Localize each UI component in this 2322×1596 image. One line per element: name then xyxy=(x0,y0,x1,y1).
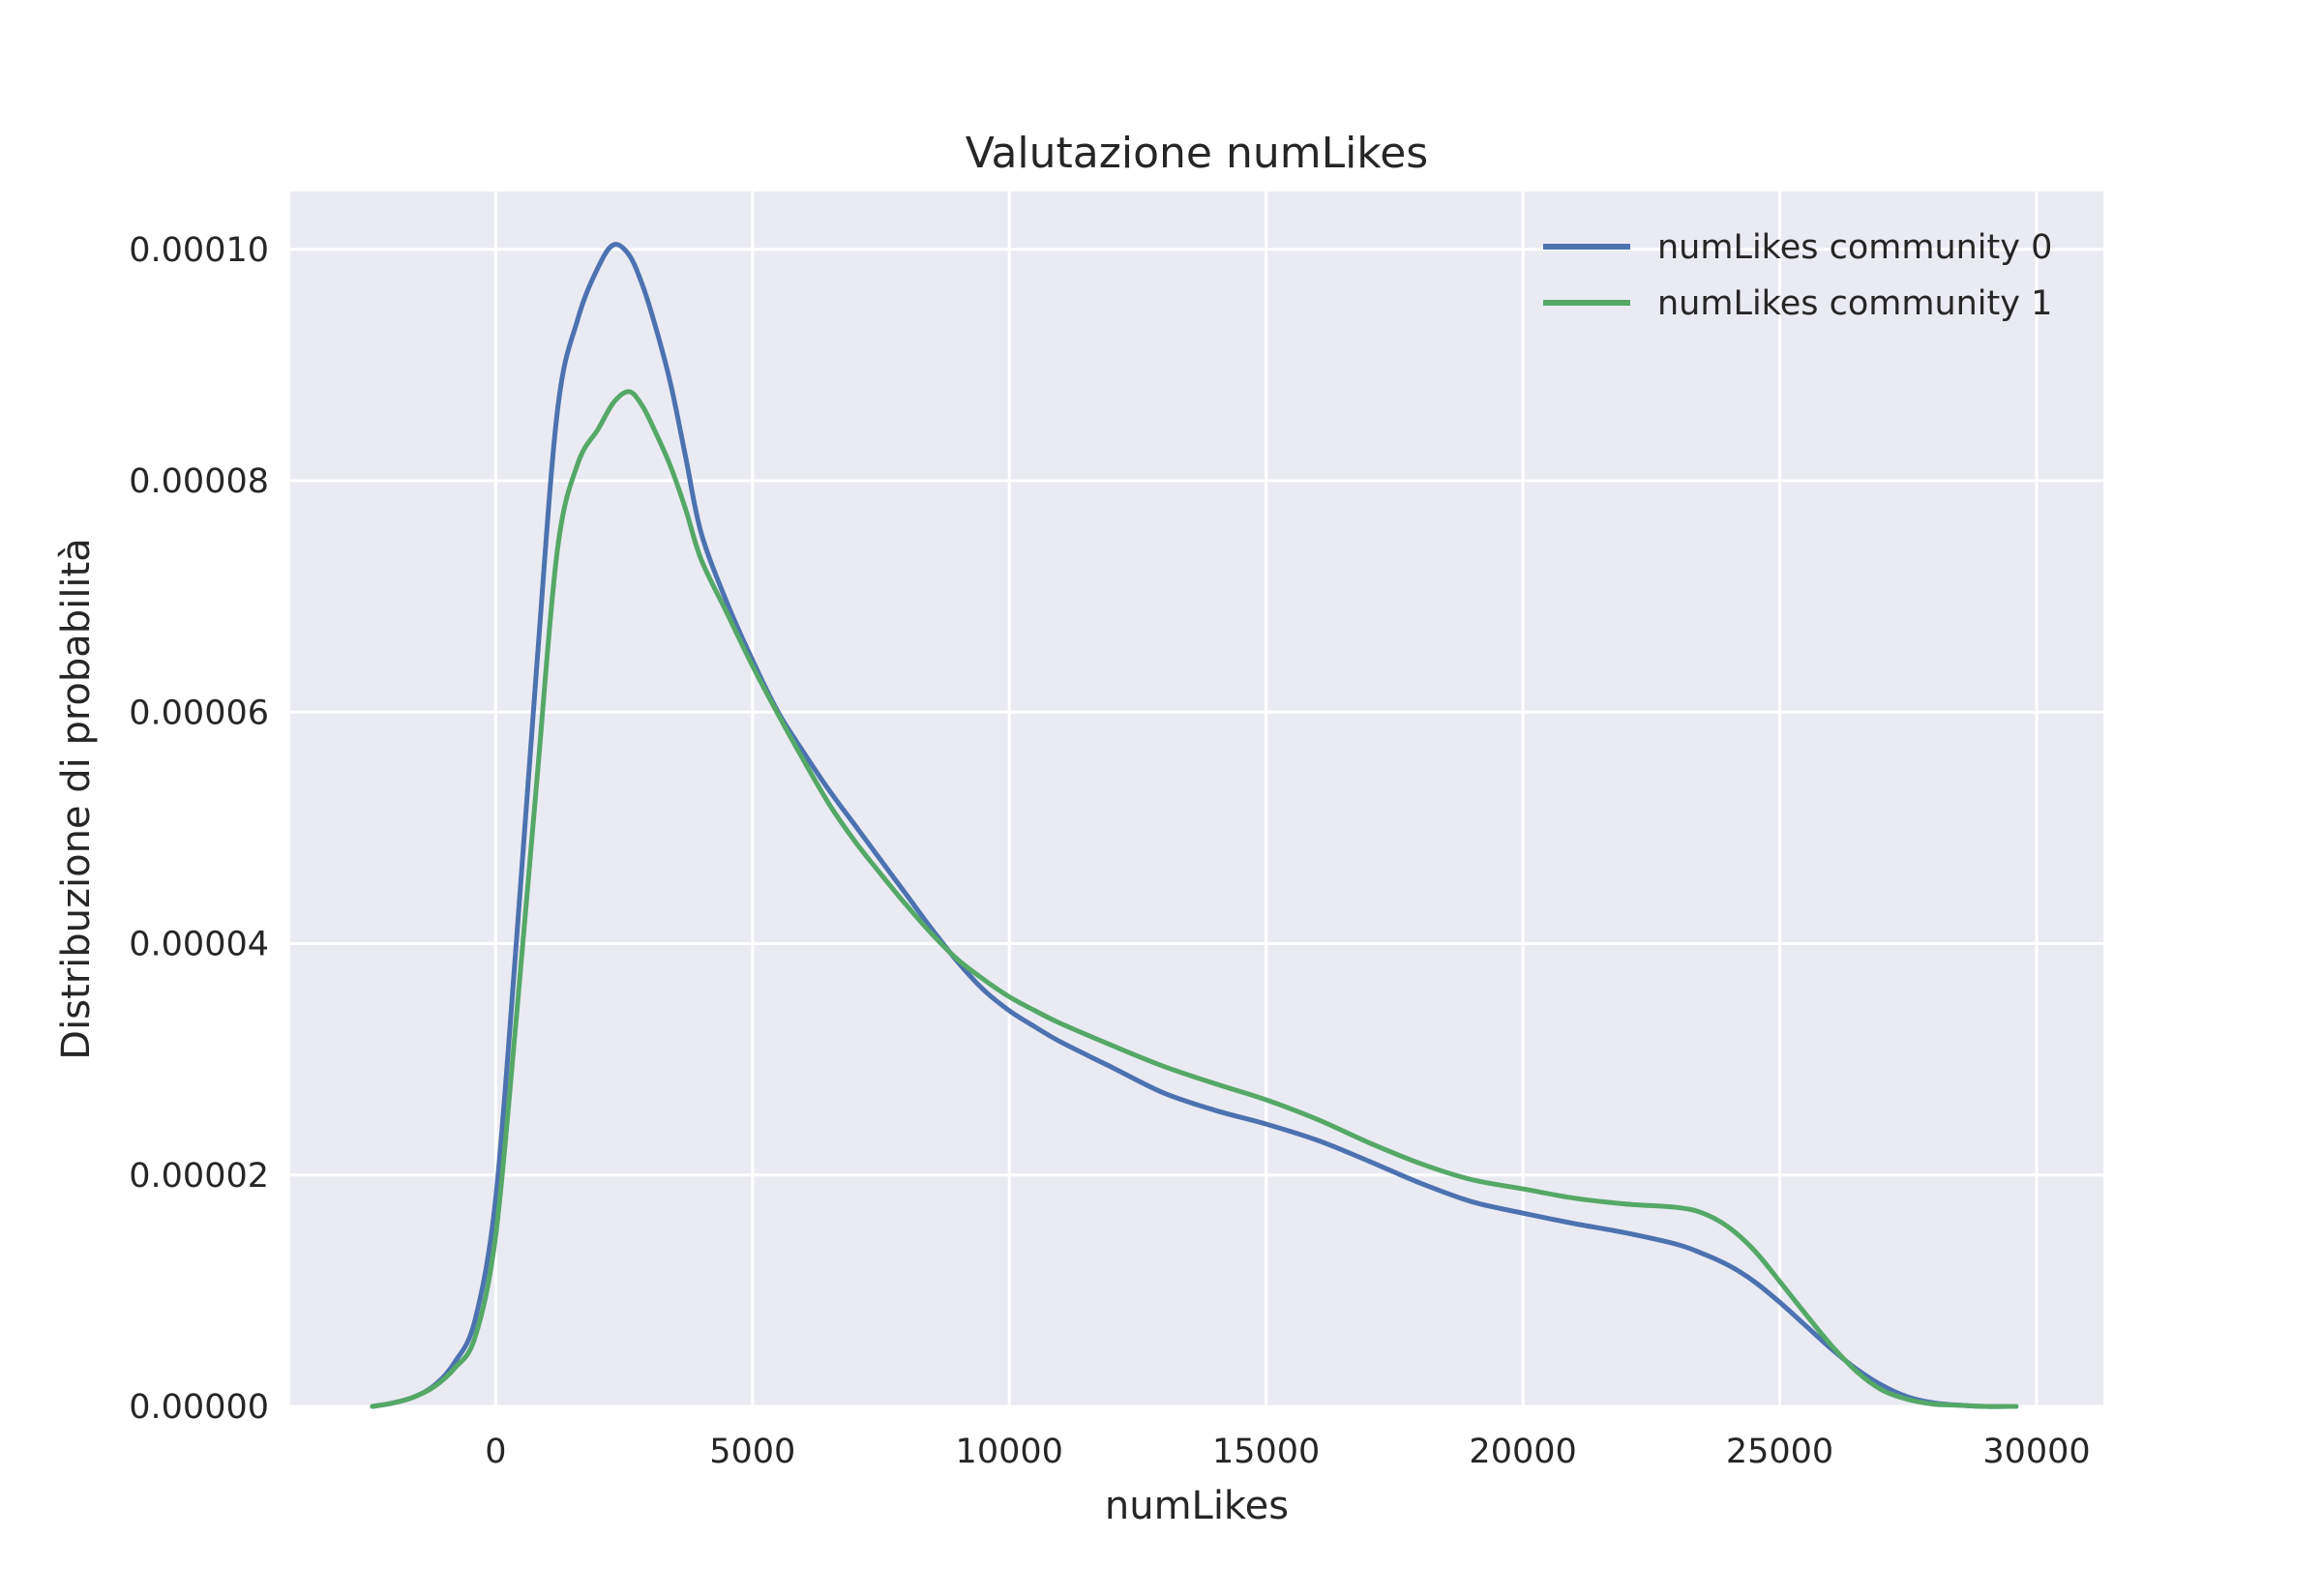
x-axis-label: numLikes xyxy=(1105,1484,1289,1528)
chart-title: Valutazione numLikes xyxy=(966,129,1428,178)
y-tick-label: 0.00008 xyxy=(129,462,269,501)
x-tick-label: 5000 xyxy=(709,1433,795,1471)
x-tick-labels: 0 5000 10000 15000 20000 25000 30000 xyxy=(485,1433,2090,1471)
x-tick-label: 30000 xyxy=(1982,1433,2090,1471)
x-tick-label: 20000 xyxy=(1469,1433,1576,1471)
legend: numLikes community 0 numLikes community 1 xyxy=(1543,228,2052,323)
series-layer xyxy=(370,242,2019,1409)
y-tick-label: 0.00006 xyxy=(129,694,269,732)
legend-label: numLikes community 0 xyxy=(1657,228,2052,267)
series-line-community-1 xyxy=(370,389,2019,1409)
x-tick-label: 0 xyxy=(485,1433,506,1471)
grid xyxy=(290,192,2103,1408)
y-tick-label: 0.00000 xyxy=(129,1388,269,1427)
legend-label: numLikes community 1 xyxy=(1657,284,2052,323)
x-tick-label: 15000 xyxy=(1212,1433,1320,1471)
x-tick-label: 25000 xyxy=(1726,1433,1833,1471)
y-tick-label: 0.00002 xyxy=(129,1157,269,1196)
y-tick-label: 0.00010 xyxy=(129,231,269,270)
y-tick-label: 0.00004 xyxy=(129,926,269,964)
y-axis-label: Distribuzione di probabilità xyxy=(54,538,99,1059)
plot-background xyxy=(290,192,2103,1406)
y-tick-labels: 0.00000 0.00002 0.00004 0.00006 0.00008 0.000… xyxy=(129,231,269,1427)
x-tick-label: 10000 xyxy=(956,1433,1063,1471)
series-line-community-0 xyxy=(370,242,2019,1409)
